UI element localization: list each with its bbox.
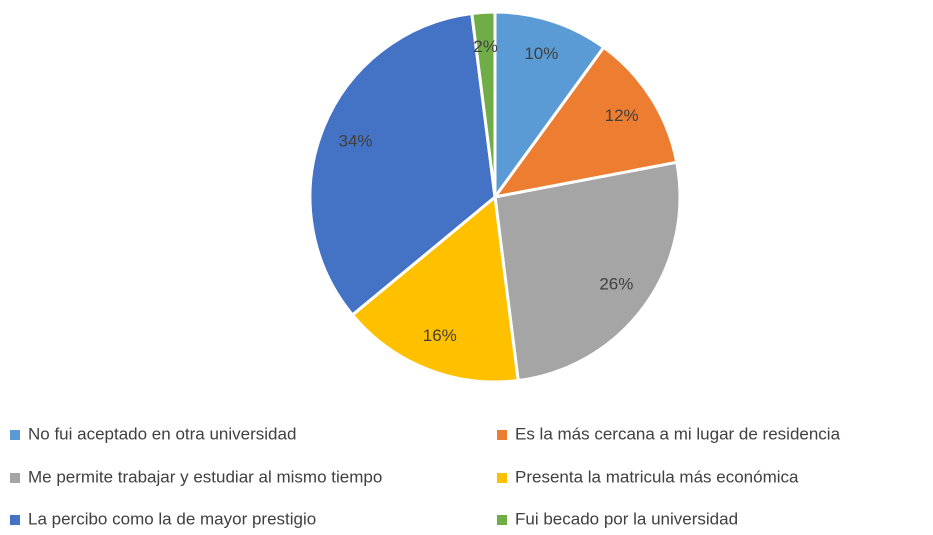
pie-slice xyxy=(350,194,520,384)
data-label: 26% xyxy=(599,275,633,294)
legend-marker xyxy=(10,515,20,525)
pie-slice xyxy=(493,160,682,383)
legend-marker xyxy=(497,430,507,440)
data-label: 2% xyxy=(473,37,498,56)
data-label: 10% xyxy=(524,44,558,63)
data-label: 16% xyxy=(423,326,457,345)
legend-label: Presenta la matricula más económica xyxy=(515,467,799,486)
legend-marker xyxy=(10,430,20,440)
legend-label: Es la más cercana a mi lugar de residenc… xyxy=(515,424,841,443)
legend-label: Me permite trabajar y estudiar al mismo … xyxy=(28,467,382,486)
pie-slice xyxy=(470,10,497,198)
data-label: 12% xyxy=(605,106,639,125)
legend-label: Fui becado por la universidad xyxy=(515,509,738,528)
data-label: 34% xyxy=(339,131,373,150)
legend-marker xyxy=(497,473,507,483)
legend-label: La percibo como la de mayor prestigio xyxy=(28,509,316,528)
pie-slice xyxy=(308,11,497,318)
legend-marker xyxy=(497,515,507,525)
pie-slice xyxy=(493,10,606,202)
legend-label: No fui aceptado en otra universidad xyxy=(28,424,296,443)
legend-marker xyxy=(10,473,20,483)
pie-slice xyxy=(491,45,679,200)
